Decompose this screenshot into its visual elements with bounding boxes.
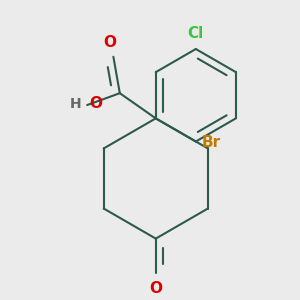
Text: Cl: Cl [188,26,204,41]
Text: O: O [103,35,116,50]
Text: H: H [70,97,81,111]
Text: O: O [89,96,103,111]
Text: Br: Br [202,135,221,150]
Text: O: O [149,281,162,296]
